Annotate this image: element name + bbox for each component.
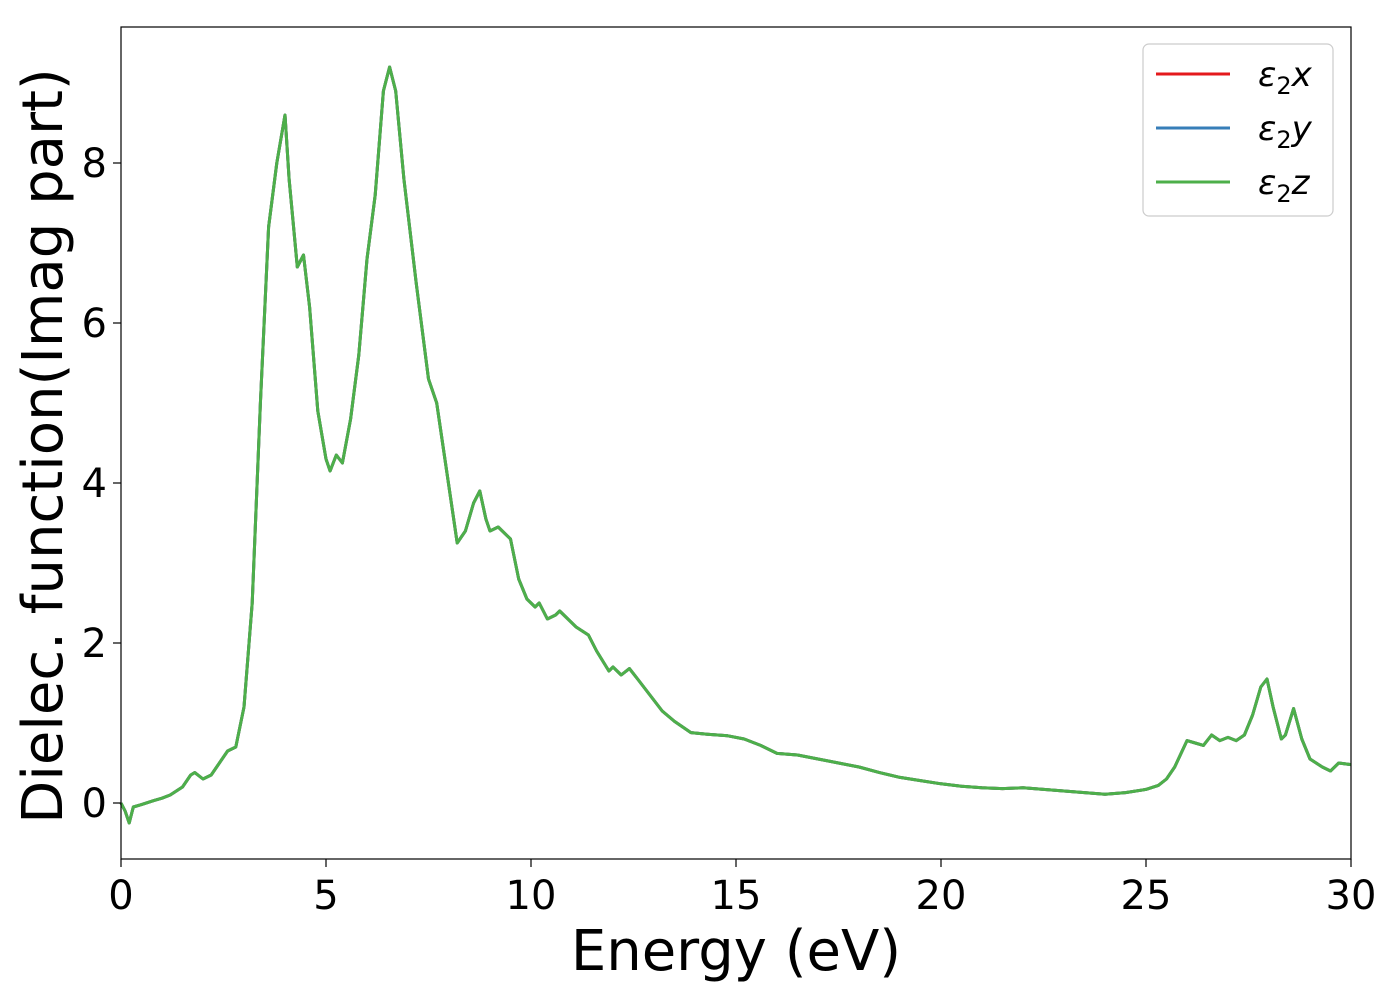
y-tick-label: 6 [82, 301, 107, 347]
x-tick-label: 20 [916, 873, 967, 919]
y-tick-label: 2 [82, 621, 107, 667]
legend: ε2x ε2y ε2z [1142, 43, 1334, 217]
x-tick-label: 15 [711, 873, 762, 919]
y-tick-label: 4 [82, 461, 107, 507]
x-tick-label: 10 [506, 873, 557, 919]
x-tick-label: 30 [1326, 873, 1377, 919]
series-layer [119, 65, 1352, 825]
x-tick-label: 25 [1121, 873, 1172, 919]
series-line-3 [119, 65, 1352, 825]
axes-layer: 0 5 10 15 20 25 30 0 2 4 6 8 [82, 26, 1377, 919]
x-axis-title: Energy (eV) [571, 919, 901, 984]
x-tick-label: 0 [108, 873, 133, 919]
y-tick-label: 0 [82, 781, 107, 827]
legend-label: ε2y [1258, 109, 1313, 154]
y-tick-label: 8 [82, 141, 107, 187]
legend-label: ε2x [1258, 55, 1313, 100]
y-axis-title: Dielec. function(Imag part) [11, 68, 76, 824]
x-tick-label: 5 [313, 873, 338, 919]
legend-label: ε2z [1258, 163, 1311, 208]
legend-box [1142, 43, 1334, 217]
